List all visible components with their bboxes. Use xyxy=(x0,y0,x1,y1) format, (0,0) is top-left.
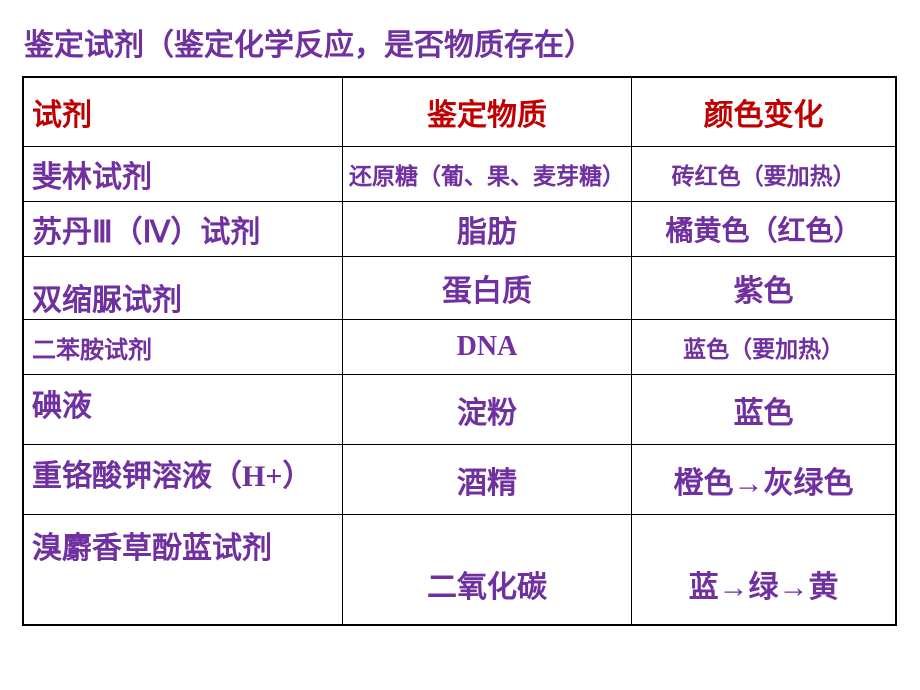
cell-reagent: 双缩脲试剂 xyxy=(23,257,342,320)
cell-reagent: 斐林试剂 xyxy=(23,147,342,202)
reagent-table: 试剂 鉴定物质 颜色变化 斐林试剂 还原糖（葡、果、麦芽糖） 砖红色（要加热） … xyxy=(22,76,897,626)
header-color: 颜色变化 xyxy=(632,77,896,147)
cell-color: 蓝色 xyxy=(632,375,896,445)
cell-substance: 蛋白质 xyxy=(342,257,631,320)
cell-reagent: 苏丹Ⅲ（Ⅳ）试剂 xyxy=(23,202,342,257)
cell-color: 橙色→灰绿色 xyxy=(632,445,896,515)
table-header-row: 试剂 鉴定物质 颜色变化 xyxy=(23,77,896,147)
page-title: 鉴定试剂（鉴定化学反应，是否物质存在） xyxy=(22,20,898,64)
cell-color: 蓝→绿→黄 xyxy=(632,515,896,625)
table-row: 重铬酸钾溶液（H+） 酒精 橙色→灰绿色 xyxy=(23,445,896,515)
cell-substance: 淀粉 xyxy=(342,375,631,445)
cell-reagent: 二苯胺试剂 xyxy=(23,320,342,375)
cell-substance: 脂肪 xyxy=(342,202,631,257)
table-row: 苏丹Ⅲ（Ⅳ）试剂 脂肪 橘黄色（红色） xyxy=(23,202,896,257)
cell-color: 蓝色（要加热） xyxy=(632,320,896,375)
table-row: 双缩脲试剂 蛋白质 紫色 xyxy=(23,257,896,320)
table-row: 溴麝香草酚蓝试剂 二氧化碳 蓝→绿→黄 xyxy=(23,515,896,625)
cell-substance: 还原糖（葡、果、麦芽糖） xyxy=(342,147,631,202)
cell-color: 橘黄色（红色） xyxy=(632,202,896,257)
cell-reagent: 溴麝香草酚蓝试剂 xyxy=(23,515,342,625)
cell-substance: DNA xyxy=(342,320,631,375)
cell-substance: 二氧化碳 xyxy=(342,515,631,625)
cell-reagent: 碘液 xyxy=(23,375,342,445)
cell-reagent: 重铬酸钾溶液（H+） xyxy=(23,445,342,515)
table-row: 斐林试剂 还原糖（葡、果、麦芽糖） 砖红色（要加热） xyxy=(23,147,896,202)
table-row: 二苯胺试剂 DNA 蓝色（要加热） xyxy=(23,320,896,375)
header-substance: 鉴定物质 xyxy=(342,77,631,147)
cell-color: 砖红色（要加热） xyxy=(632,147,896,202)
table-row: 碘液 淀粉 蓝色 xyxy=(23,375,896,445)
cell-color: 紫色 xyxy=(632,257,896,320)
cell-substance: 酒精 xyxy=(342,445,631,515)
header-reagent: 试剂 xyxy=(23,77,342,147)
